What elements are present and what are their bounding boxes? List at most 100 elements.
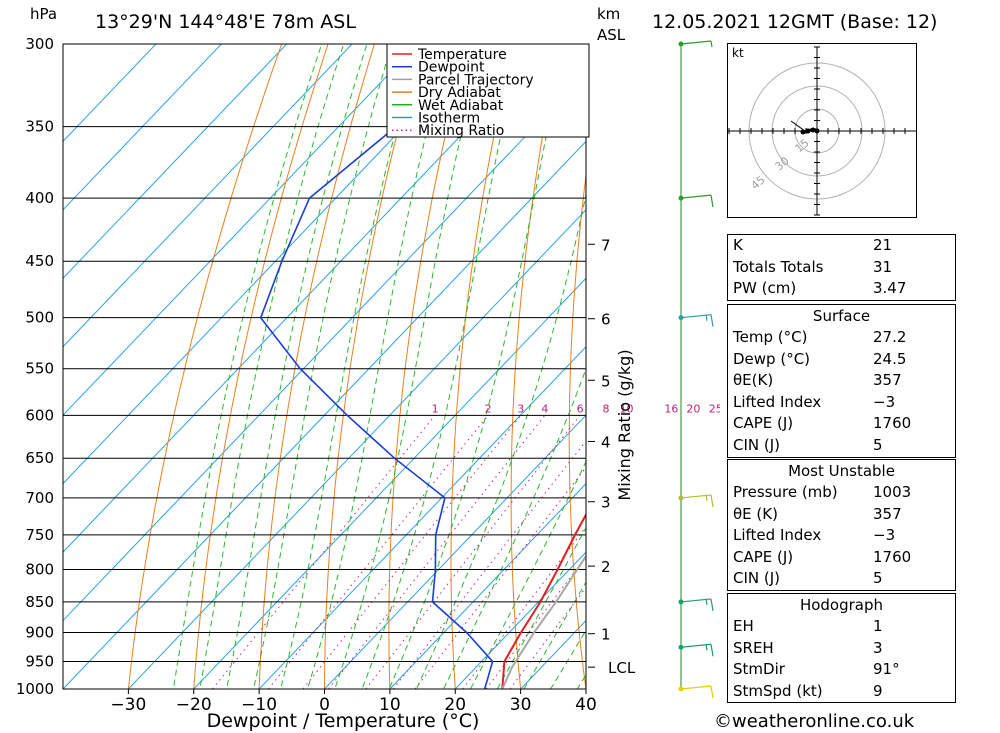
legend-label: Isotherm: [418, 111, 480, 127]
mixing-ratio-label: 20: [686, 402, 700, 415]
surface-label: CIN (J): [733, 435, 781, 454]
temperature-tick-label: −10: [241, 695, 277, 715]
surface-label: CAPE (J): [733, 414, 794, 433]
pressure-tick-label: 850: [25, 593, 54, 611]
most-unstable-row: Lifted Index −3: [728, 525, 955, 547]
hodograph-point: [814, 128, 820, 134]
hodograph-stat-row: EH 1: [728, 616, 955, 638]
isotherm-line: [127, 209, 586, 689]
legend-label: Wet Adiabat: [418, 98, 504, 114]
isotherm-line: [258, 345, 586, 689]
pressure-tick-label: 450: [25, 252, 54, 270]
temperature-tick-label: −20: [176, 695, 212, 715]
wet-adiabat-line: [523, 581, 586, 689]
pressure-tick-label: 300: [25, 35, 54, 53]
pressure-tick-label: 400: [25, 189, 54, 207]
height-tick-label: 6: [601, 311, 611, 329]
most-unstable-row: Pressure (mb) 1003: [728, 482, 955, 504]
most-unstable-label: Pressure (mb): [733, 483, 838, 501]
surface-row: θE(K) 357: [728, 370, 955, 392]
lcl-label: LCL: [608, 659, 636, 677]
isotherm-line: [193, 277, 586, 689]
storm-motion-arrow: [790, 120, 806, 132]
wet-adiabat-line: [415, 192, 586, 689]
height-tick-label: 3: [601, 494, 611, 512]
index-row: Totals Totals 31: [728, 257, 955, 279]
temperature-tick-label: 30: [510, 695, 532, 715]
index-label: Totals Totals: [733, 257, 824, 276]
hodograph-stat-row: StmDir 91°: [728, 659, 955, 681]
most-unstable-value: 1760: [873, 547, 912, 566]
mixing-ratio-line: [365, 414, 581, 689]
pressure-tick-label: 500: [25, 309, 54, 327]
index-label: K: [733, 236, 743, 254]
mixing-ratio-label: 10: [620, 402, 634, 415]
height-tick-label: 5: [601, 372, 611, 390]
surface-row: CAPE (J) 1760: [728, 413, 955, 435]
surface-value: 357: [873, 371, 902, 390]
index-row: K 21: [728, 235, 955, 257]
hodograph-stat-label: StmSpd (kt): [733, 681, 823, 700]
hodograph-stat-value: 1: [873, 617, 883, 635]
wind-barb: [680, 494, 714, 508]
most-unstable-title: Most Unstable: [788, 462, 895, 480]
hodograph-stats-title: Hodograph: [799, 596, 884, 614]
most-unstable-value: 357: [873, 504, 902, 523]
hodograph-stat-value: 9: [873, 681, 883, 700]
surface-title: Surface: [812, 307, 871, 325]
mixing-ratio-label: 2: [485, 402, 492, 415]
dewpoint-line: [259, 44, 497, 689]
wind-barb: [680, 685, 714, 699]
pressure-tick-label: 600: [25, 406, 54, 424]
height-unit-km: km: [597, 5, 621, 23]
most-unstable-label: CIN (J): [733, 569, 781, 588]
hodograph-stat-label: StmDir: [733, 660, 785, 679]
most-unstable-row: CAPE (J) 1760: [728, 547, 955, 569]
datetime-label: 12.05.2021 12GMT (Base: 12): [652, 11, 938, 33]
wet-adiabat-line: [199, 44, 345, 689]
isotherm-line: [63, 44, 353, 348]
isotherm-line: [63, 44, 288, 279]
surface-value: 27.2: [873, 328, 907, 346]
skewt-chart: 3003504004505005506006507007508008509009…: [16, 35, 720, 732]
hodograph-stat-row: StmSpd (kt) 9: [728, 681, 955, 703]
surface-value: 24.5: [873, 349, 907, 368]
mixing-ratio-label: 4: [541, 402, 548, 415]
height-tick-label: 1: [601, 626, 611, 644]
temperature-tick-label: 20: [444, 695, 466, 715]
legend-label: Temperature: [417, 47, 507, 63]
isotherm-line: [454, 551, 586, 689]
surface-row: Lifted Index −3: [728, 392, 955, 414]
pressure-tick-label: 800: [25, 560, 54, 578]
most-unstable-label: CAPE (J): [733, 547, 794, 566]
isotherm-line: [63, 44, 223, 211]
wet-adiabat-line: [172, 44, 323, 689]
height-unit-asl: ASL: [597, 26, 626, 44]
surface-value: 5: [873, 435, 883, 454]
surface-label: θE(K): [733, 371, 774, 390]
mixing-ratio-label: 1: [432, 402, 439, 415]
surface-value: −3: [873, 392, 896, 411]
dry-adiabat-line: [127, 44, 283, 689]
mixing-ratio-label: 25: [709, 402, 720, 415]
surface-label: Lifted Index: [733, 392, 822, 411]
most-unstable-label: Lifted Index: [733, 526, 822, 545]
copyright-link[interactable]: ©weatheronline.co.uk: [714, 711, 915, 732]
surface-row: Dewp (°C) 24.5: [728, 349, 955, 371]
most-unstable-value: −3: [873, 526, 896, 545]
surface-value: 1760: [873, 414, 912, 433]
legend-label: Dry Adiabat: [418, 85, 501, 101]
indices-panel: K 21 Totals Totals 31 PW (cm) 3.47: [727, 234, 956, 301]
hodograph-stat-value: 3: [873, 638, 883, 657]
mixing-ratio-label: 16: [664, 402, 678, 415]
most-unstable-value: 5: [873, 569, 883, 588]
wind-barb: [680, 194, 714, 208]
isotherm-line: [63, 72, 586, 622]
legend-label: Mixing Ratio: [418, 123, 504, 139]
hodograph-point: [805, 128, 811, 134]
surface-panel: Surface Temp (°C) 27.2 Dewp (°C) 24.5 θE(K) 3…: [727, 304, 956, 458]
wet-adiabat-line: [469, 460, 586, 689]
x-axis-label: Dewpoint / Temperature (°C): [207, 710, 480, 732]
